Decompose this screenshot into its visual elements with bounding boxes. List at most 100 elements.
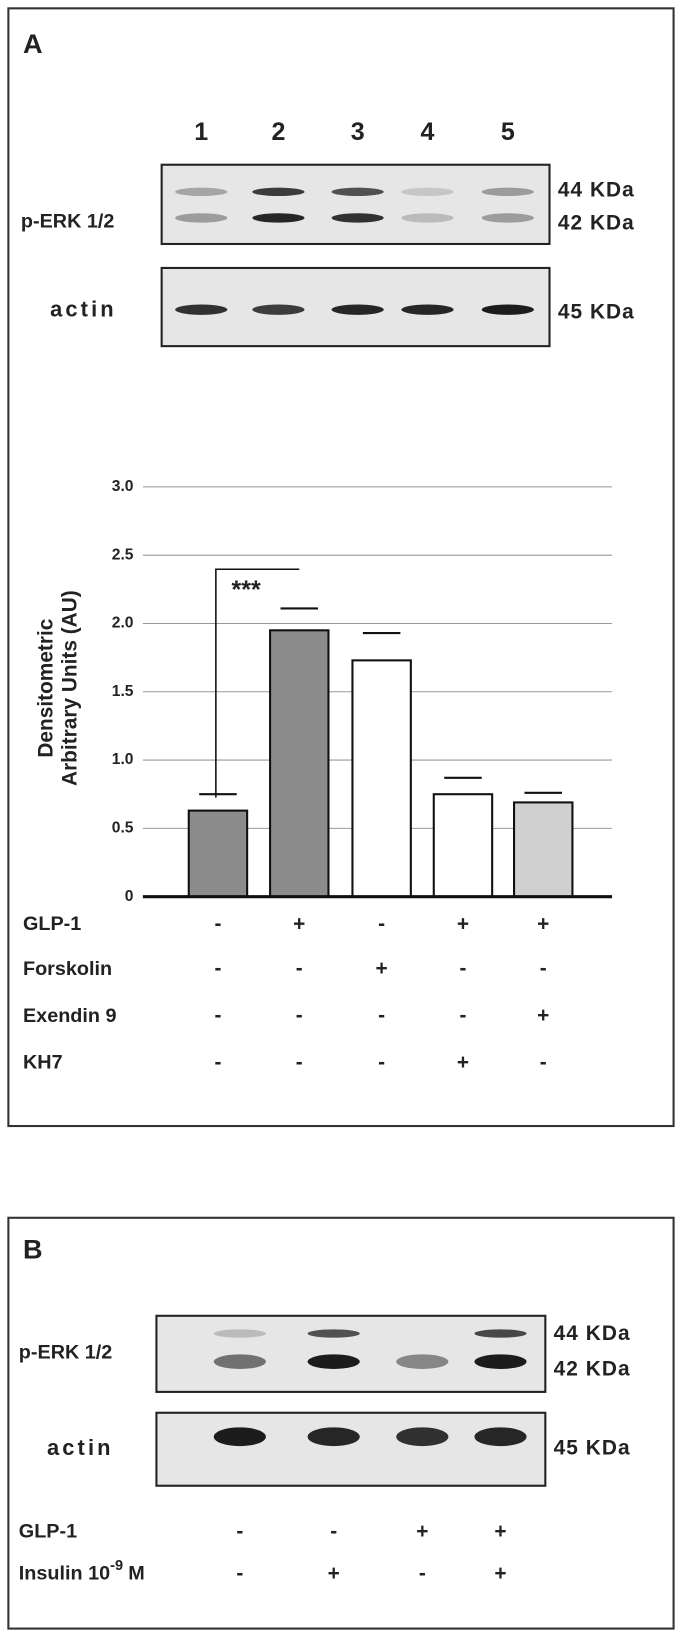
blot-band	[474, 1427, 527, 1447]
treatment-sign: -	[214, 1004, 221, 1027]
treatment-name-unit: M	[128, 1563, 145, 1585]
blot-band	[474, 1329, 527, 1338]
treatment-sign: +	[293, 912, 305, 935]
lane-number: 3	[351, 118, 365, 146]
treatment-name-text: GLP-1	[19, 1521, 77, 1543]
blot-band	[175, 213, 228, 223]
y-axis-title: Densitometric	[34, 619, 57, 758]
panel-label: B	[23, 1233, 43, 1264]
treatment-sign: -	[236, 1520, 243, 1543]
treatment-name: KH7	[23, 1052, 63, 1074]
lane-number: 2	[271, 118, 285, 146]
bar	[351, 659, 412, 898]
treatment-name: Insulin 10-9 M	[19, 1558, 145, 1585]
treatment-sign: +	[328, 1562, 340, 1585]
y-tick-label: 1.0	[112, 751, 134, 768]
bar	[513, 801, 574, 898]
blot-frame	[155, 1314, 547, 1393]
bar	[269, 629, 330, 898]
blot-band	[481, 213, 534, 223]
blot-band	[401, 304, 454, 315]
treatment-name-exponent: -9	[110, 1558, 123, 1574]
treatment-sign: -	[296, 1004, 303, 1027]
blot-band	[175, 304, 228, 315]
panel-b-frame	[7, 1216, 675, 1630]
blot-band	[481, 187, 534, 197]
significance-annotation: ***	[231, 576, 260, 604]
treatment-sign: -	[214, 1051, 221, 1074]
treatment-sign: +	[494, 1520, 506, 1543]
bar	[187, 809, 249, 898]
y-tick-label: 1.5	[112, 683, 134, 700]
treatment-sign: +	[537, 1004, 549, 1027]
blot-frame	[160, 163, 551, 246]
treatment-sign: -	[540, 1051, 547, 1074]
treatment-sign: -	[296, 957, 303, 980]
treatment-sign: +	[457, 1051, 469, 1074]
treatment-sign: -	[330, 1520, 337, 1543]
size-marker: 44 KDa	[558, 178, 635, 201]
treatment-sign: +	[416, 1520, 428, 1543]
y-tick-label: 3.0	[112, 478, 134, 495]
blot-band	[396, 1354, 449, 1369]
y-tick-label: 0	[125, 888, 134, 905]
treatment-sign: -	[540, 957, 547, 980]
y-tick-label: 2.0	[112, 615, 134, 632]
blot-band	[252, 187, 305, 197]
treatment-sign: -	[296, 1051, 303, 1074]
size-marker: 42 KDa	[554, 1358, 631, 1381]
y-tick-label: 2.5	[112, 546, 134, 563]
blot-frame	[155, 1411, 547, 1487]
size-marker: 42 KDa	[558, 212, 635, 235]
treatment-sign: +	[457, 912, 469, 935]
treatment-sign: -	[378, 912, 385, 935]
treatment-name: Forskolin	[23, 958, 112, 980]
panel-label: A	[23, 28, 43, 59]
blot-band	[331, 213, 384, 223]
blot-band	[481, 304, 534, 315]
blot-band	[213, 1427, 266, 1447]
blot-band	[401, 213, 454, 223]
treatment-sign: -	[459, 1004, 466, 1027]
bar	[432, 793, 494, 898]
blot-band	[175, 187, 228, 197]
lane-number: 1	[194, 118, 208, 146]
blot-band	[252, 304, 305, 315]
blot-band	[252, 213, 305, 223]
blot-band	[396, 1427, 449, 1447]
treatment-sign: -	[214, 957, 221, 980]
y-tick-label: 0.5	[112, 819, 134, 836]
treatment-sign: -	[419, 1562, 426, 1585]
treatment-sign: -	[378, 1051, 385, 1074]
lane-number: 5	[501, 118, 515, 146]
blot-band	[307, 1354, 360, 1369]
treatment-sign: -	[236, 1562, 243, 1585]
panel-a-frame	[7, 7, 675, 1128]
blot-band	[331, 187, 384, 197]
size-marker: 45 KDa	[558, 300, 635, 323]
significance-bracket	[215, 568, 300, 798]
treatment-name: GLP-1	[19, 1521, 77, 1543]
treatment-name: GLP-1	[23, 913, 81, 935]
treatment-name-text: Insulin 10	[19, 1563, 110, 1585]
blot-band	[213, 1354, 266, 1369]
treatment-sign: -	[459, 957, 466, 980]
treatment-name: Exendin 9	[23, 1005, 117, 1027]
treatment-sign: +	[376, 957, 388, 980]
y-axis-title: Arbitrary Units (AU)	[58, 590, 81, 786]
lane-number: 4	[421, 118, 435, 146]
blot-band	[474, 1354, 527, 1369]
treatment-sign: +	[537, 912, 549, 935]
blot-label: actin	[47, 1435, 114, 1460]
blot-band	[401, 187, 454, 197]
blot-band	[307, 1427, 360, 1447]
blot-band	[213, 1329, 266, 1338]
blot-band	[307, 1329, 360, 1338]
size-marker: 44 KDa	[554, 1322, 631, 1345]
blot-label: p-ERK 1/2	[19, 1342, 113, 1364]
treatment-sign: -	[378, 1004, 385, 1027]
blot-band	[331, 304, 384, 315]
treatment-sign: +	[494, 1562, 506, 1585]
blot-label: actin	[50, 296, 117, 321]
